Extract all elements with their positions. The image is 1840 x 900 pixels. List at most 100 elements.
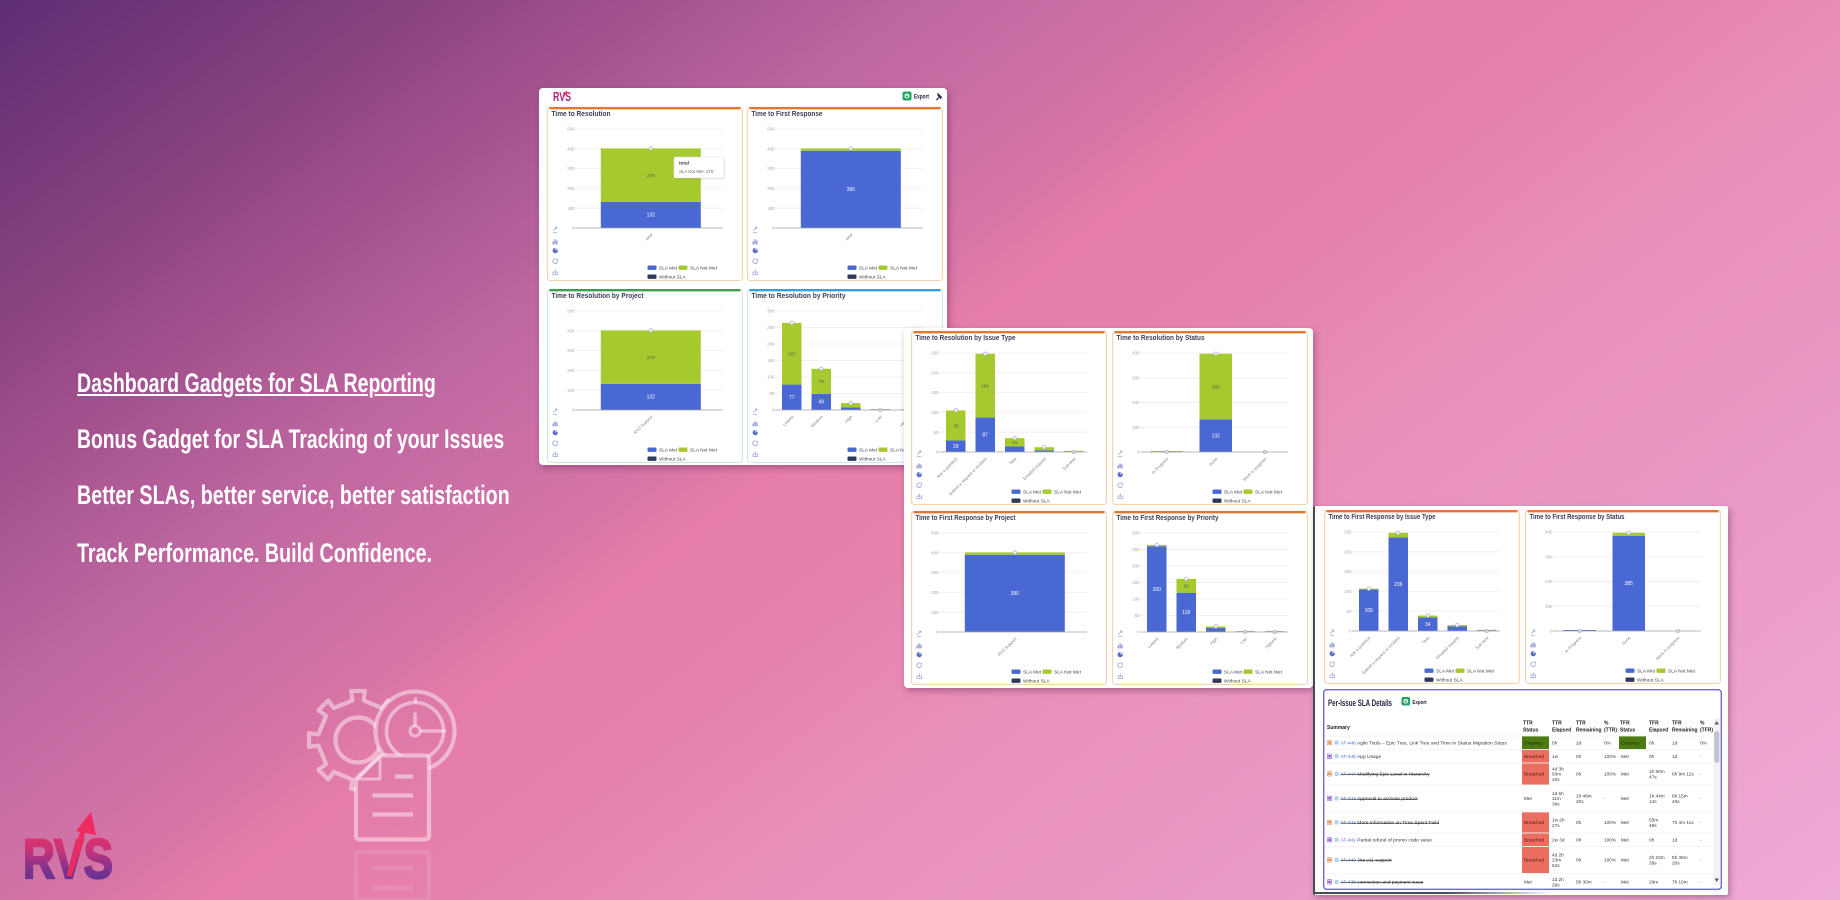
svg-text:Met: Met [1621, 857, 1630, 862]
svg-text:100: 100 [931, 410, 939, 415]
svg-text:42: 42 [1183, 584, 1189, 590]
svg-text:200: 200 [1545, 579, 1553, 584]
svg-text:TFR: TFR [1649, 720, 1659, 726]
svg-text:-: - [1700, 837, 1702, 842]
svg-text:AT-445 App Usage: AT-445 App Usage [1341, 754, 1382, 760]
svg-text:%: % [1604, 720, 1609, 726]
svg-text:-: - [1700, 796, 1702, 801]
svg-text:Time to Resolution by Issue Ty: Time to Resolution by Issue Type [915, 333, 1015, 342]
svg-text:400: 400 [931, 550, 939, 555]
svg-text:0%: 0% [1604, 740, 1611, 745]
svg-text:Status: Status [1620, 727, 1636, 733]
svg-text:150: 150 [931, 390, 939, 395]
svg-text:Time to First Response by Stat: Time to First Response by Status [1530, 511, 1625, 520]
svg-text:0: 0 [936, 630, 939, 635]
svg-text:High: High [844, 413, 854, 423]
svg-text:100%: 100% [1604, 771, 1616, 776]
svg-text:500: 500 [931, 531, 939, 536]
svg-text:200: 200 [931, 370, 939, 375]
svg-text:2d: 2d [1576, 740, 1582, 745]
svg-text:29m: 29m [1649, 879, 1658, 884]
svg-text:Without SLA: Without SLA [659, 456, 686, 462]
svg-text:29: 29 [953, 444, 959, 450]
svg-text:0h: 0h [1576, 771, 1582, 776]
svg-text:TTR: TTR [1576, 720, 1586, 726]
svg-text:50: 50 [1134, 613, 1139, 618]
svg-text:0: 0 [572, 407, 575, 412]
svg-text:(TTR): (TTR) [1604, 727, 1617, 733]
svg-text:Breached: Breached [1524, 820, 1544, 825]
svg-text:500: 500 [767, 126, 775, 131]
svg-text:0: 0 [1137, 450, 1140, 455]
svg-text:Ongoing: Ongoing [1621, 740, 1639, 745]
svg-text:Met: Met [1621, 879, 1630, 884]
svg-text:Met: Met [1621, 820, 1630, 825]
svg-text:5h 30m: 5h 30m [1576, 879, 1592, 884]
svg-text:(TFR): (TFR) [1700, 727, 1713, 733]
svg-text:SLA Not Met: SLA Not Met [690, 447, 718, 453]
svg-text:SLA Met: SLA Met [659, 265, 678, 271]
svg-text:AT-441 Partial refund of promo: AT-441 Partial refund of promo code valu… [1341, 837, 1433, 843]
svg-text:-: - [1700, 820, 1702, 825]
svg-text:Ongoing: Ongoing [1524, 740, 1542, 745]
svg-text:50: 50 [1346, 608, 1351, 613]
svg-text:SLA Not Met: SLA Not Met [1054, 490, 1082, 496]
svg-text:Breached: Breached [1524, 771, 1544, 776]
svg-text:-: - [1700, 857, 1702, 862]
svg-text:0: 0 [936, 450, 939, 455]
svg-text:270: 270 [647, 354, 655, 360]
svg-text:49: 49 [818, 399, 824, 405]
svg-text:Without SLA: Without SLA [1224, 679, 1251, 685]
svg-text:Done: Done [1207, 456, 1218, 467]
svg-text:High: High [1208, 636, 1218, 646]
svg-text:Time to First Response by Issu: Time to First Response by Issue Type [1328, 511, 1435, 520]
svg-text:SLA Not Met: SLA Not Met [890, 265, 918, 271]
svg-text:7h 4m 11s: 7h 4m 11s [1672, 820, 1694, 825]
svg-text:Met: Met [1524, 796, 1533, 801]
svg-text:Without SLA: Without SLA [659, 274, 686, 280]
svg-text:-: - [1700, 771, 1702, 776]
svg-text:400: 400 [1545, 529, 1553, 534]
svg-text:SLA Met: SLA Met [1023, 490, 1042, 496]
svg-text:Remaining: Remaining [1672, 727, 1698, 733]
svg-text:Time to Resolution: Time to Resolution [552, 108, 611, 117]
svg-text:270: 270 [647, 172, 655, 178]
svg-text:76: 76 [953, 423, 959, 429]
svg-text:100%: 100% [1604, 857, 1616, 862]
svg-text:SLA Met: SLA Met [1224, 490, 1243, 496]
svg-text:150: 150 [1132, 580, 1140, 585]
svg-text:Without SLA: Without SLA [859, 274, 886, 280]
svg-text:Breached: Breached [1524, 857, 1544, 862]
svg-text:260: 260 [1152, 587, 1161, 593]
svg-text:AT-443 Approval to activate pr: AT-443 Approval to activate product [1341, 796, 1419, 802]
svg-text:265: 265 [1211, 384, 1219, 390]
svg-text:100: 100 [767, 205, 775, 210]
svg-text:total: total [679, 160, 689, 165]
svg-text:400: 400 [1132, 351, 1140, 356]
svg-text:250: 250 [931, 351, 939, 356]
svg-text:132: 132 [647, 212, 656, 218]
svg-text:87: 87 [982, 433, 988, 439]
svg-text:0: 0 [1550, 628, 1553, 633]
svg-text:150: 150 [767, 358, 775, 363]
svg-text:0%: 0% [1700, 740, 1707, 745]
svg-text:50: 50 [770, 391, 775, 396]
svg-text:SLA Met: SLA Met [1023, 670, 1042, 676]
svg-text:0h: 0h [1649, 753, 1655, 758]
svg-text:200: 200 [1132, 564, 1140, 569]
svg-text:200: 200 [1132, 400, 1140, 405]
svg-text:TFR: TFR [1620, 720, 1630, 726]
svg-text:300: 300 [567, 166, 575, 171]
svg-text:0: 0 [572, 225, 575, 230]
svg-text:0h: 0h [1649, 740, 1655, 745]
svg-text:Breached: Breached [1524, 837, 1544, 842]
svg-text:SLA Not Met: SLA Not Met [1668, 668, 1696, 674]
svg-text:6h 9m 12s: 6h 9m 12s [1672, 771, 1695, 776]
svg-text:AT-446 Agile Tools – Epic Tree: AT-446 Agile Tools – Epic Tree, Link Tre… [1341, 740, 1508, 746]
svg-text:161: 161 [981, 384, 989, 390]
svg-text:-: - [1604, 879, 1606, 884]
